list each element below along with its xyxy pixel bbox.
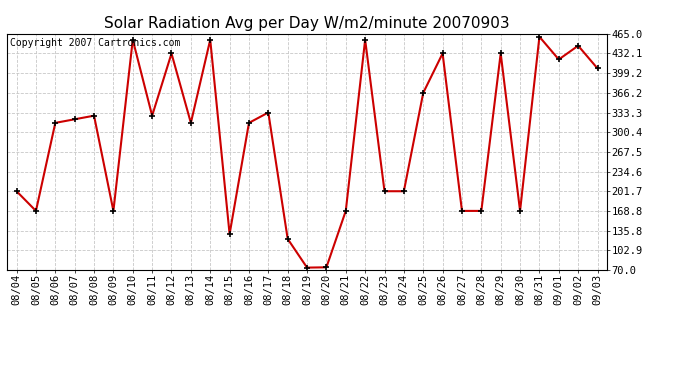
Title: Solar Radiation Avg per Day W/m2/minute 20070903: Solar Radiation Avg per Day W/m2/minute … [104,16,510,31]
Text: Copyright 2007 Cartronics.com: Copyright 2007 Cartronics.com [10,39,180,48]
